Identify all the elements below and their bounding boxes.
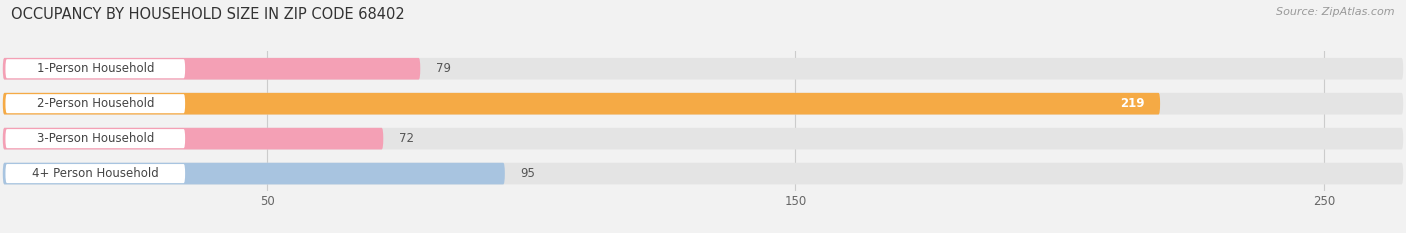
- FancyBboxPatch shape: [3, 128, 384, 150]
- FancyBboxPatch shape: [3, 93, 1403, 115]
- Text: 2-Person Household: 2-Person Household: [37, 97, 155, 110]
- FancyBboxPatch shape: [6, 94, 186, 113]
- Text: 3-Person Household: 3-Person Household: [37, 132, 155, 145]
- Text: 4+ Person Household: 4+ Person Household: [32, 167, 159, 180]
- FancyBboxPatch shape: [6, 129, 186, 148]
- FancyBboxPatch shape: [6, 59, 186, 78]
- Text: 79: 79: [436, 62, 451, 75]
- FancyBboxPatch shape: [3, 163, 1403, 185]
- FancyBboxPatch shape: [3, 58, 1403, 80]
- FancyBboxPatch shape: [3, 58, 420, 80]
- Text: 72: 72: [399, 132, 415, 145]
- Text: OCCUPANCY BY HOUSEHOLD SIZE IN ZIP CODE 68402: OCCUPANCY BY HOUSEHOLD SIZE IN ZIP CODE …: [11, 7, 405, 22]
- Text: Source: ZipAtlas.com: Source: ZipAtlas.com: [1277, 7, 1395, 17]
- Text: 219: 219: [1119, 97, 1144, 110]
- FancyBboxPatch shape: [3, 128, 1403, 150]
- Text: 95: 95: [520, 167, 536, 180]
- FancyBboxPatch shape: [3, 163, 505, 185]
- FancyBboxPatch shape: [6, 164, 186, 183]
- FancyBboxPatch shape: [3, 93, 1160, 115]
- Text: 1-Person Household: 1-Person Household: [37, 62, 155, 75]
